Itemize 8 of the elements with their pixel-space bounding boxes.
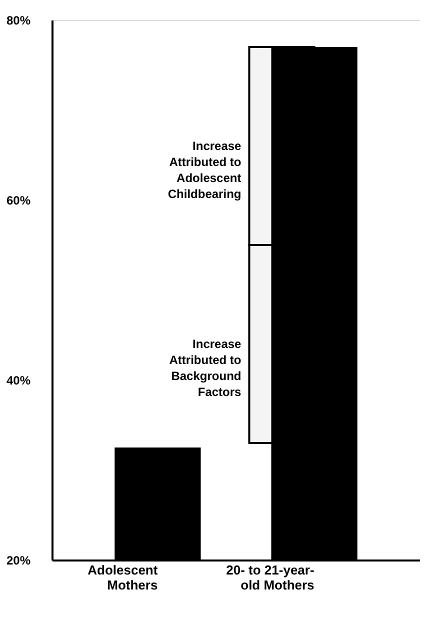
x-tick-label: Adolescent Mothers (88, 562, 158, 592)
band-label: Increase Attributed to Adolescent Childbearing (168, 139, 242, 201)
x-tick-label: 20- to 21-year- old Mothers (226, 562, 314, 592)
y-tick-label: 40% (6, 374, 31, 388)
y-tick-label: 60% (6, 194, 31, 208)
y-tick-label: 80% (6, 14, 31, 28)
y-tick-label: 20% (6, 554, 31, 568)
band-label: Increase Attributed to Background Factors (169, 337, 242, 399)
